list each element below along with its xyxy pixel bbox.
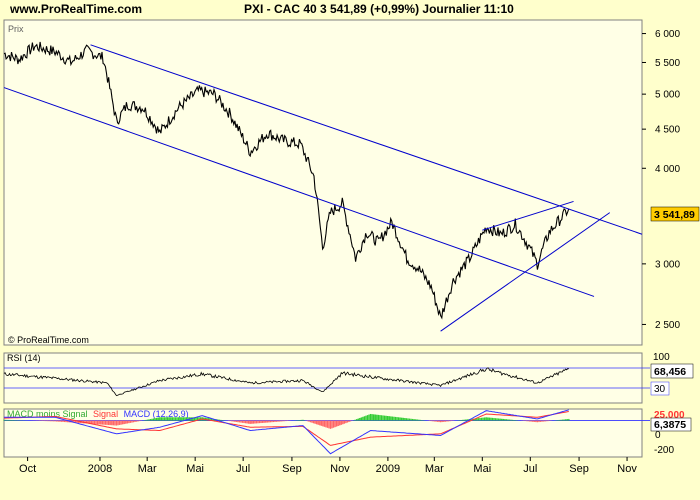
trendlines [3, 44, 643, 332]
macd-tick-minus200: -200 [654, 445, 674, 456]
rsi-panel-label: RSI (14) [7, 353, 41, 363]
rsi-value-tag: 68,456 [654, 366, 686, 378]
macd-hist-label: MACD moins Signal [7, 409, 88, 419]
xtick-label: Jul [523, 463, 537, 475]
macd-panel-label: MACD moins Signal Signal MACD (12,26,9) [7, 409, 189, 419]
quote-header: PXI - CAC 40 3 541,89 (+0,99%) Journalie… [244, 2, 514, 16]
axes: 6 000 5 500 5 000 4 500 4 000 3 000 2 500 Oct 20… [19, 29, 680, 475]
trendline-1 [3, 87, 595, 297]
xtick-label: Sep [569, 463, 589, 475]
site-url: www.ProRealTime.com [10, 2, 143, 16]
trendline-3 [482, 200, 574, 231]
ytick-label: 3 000 [655, 259, 680, 270]
xtick-label: Nov [617, 463, 637, 475]
ytick-label: 2 500 [655, 320, 680, 331]
watermark: © ProRealTime.com [8, 335, 89, 345]
ytick-label: 6 000 [655, 29, 680, 40]
rsi-panel [3, 352, 643, 404]
macd-label: MACD (12,26,9) [124, 409, 189, 419]
rsi-tick-30: 30 [654, 384, 666, 395]
xtick-label: Mai [473, 463, 491, 475]
macd-layer [3, 409, 650, 455]
rsi-series [3, 367, 569, 397]
price-last-tag: 3 541,89 [654, 209, 695, 221]
macd-tick-0: 0 [655, 430, 661, 441]
ytick-label: 4 500 [655, 125, 680, 136]
ytick-label: 5 500 [655, 58, 680, 69]
rsi-value-tag-bg [650, 363, 694, 379]
macd-series [4, 409, 569, 455]
macd-value-tag-bg [650, 417, 692, 432]
xtick-label: 2008 [88, 463, 112, 475]
trendline-2 [440, 212, 611, 332]
rsi-tick-bg-30 [650, 381, 670, 396]
xtick-label: 2009 [376, 463, 400, 475]
ytick-label: 5 000 [655, 90, 680, 101]
price-panel [3, 19, 643, 346]
xtick-label: Mai [186, 463, 204, 475]
xtick-label: Mar [138, 463, 157, 475]
price-series [3, 41, 570, 320]
xtick-label: Mar [425, 463, 444, 475]
xtick-label: Oct [19, 463, 36, 475]
price-panel-label: Prix [8, 24, 24, 34]
rsi-tick-100: 100 [653, 352, 670, 363]
xtick-label: Nov [330, 463, 350, 475]
rsi-layer [3, 367, 650, 397]
macd-value-tag: 6,3875 [654, 419, 686, 431]
signal-label: Signal [93, 409, 118, 419]
price-last-tag-bg [650, 206, 700, 222]
trendline-0 [90, 44, 643, 235]
ytick-label: 4 000 [655, 164, 680, 175]
xtick-label: Sep [282, 463, 302, 475]
price-layer [3, 41, 570, 320]
macd-top-tag: 25,000 [654, 410, 685, 421]
xtick-label: Jul [236, 463, 250, 475]
